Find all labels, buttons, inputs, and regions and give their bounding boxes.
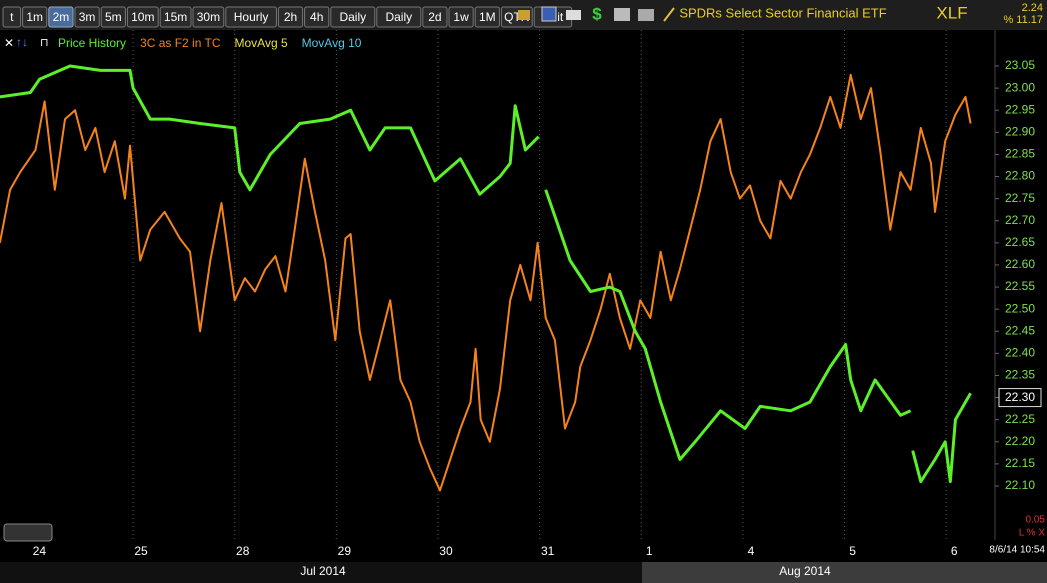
pin-icon[interactable]: ⊓ [40, 37, 49, 49]
month-label: Aug 2014 [779, 564, 831, 578]
toolbar-button[interactable] [159, 6, 192, 28]
series-line [0, 64, 972, 484]
legend: Price History 3C as F2 in TC MovAvg 5 MovAv… [58, 36, 362, 50]
toolbar-button[interactable] [376, 6, 422, 28]
timestamp: 8/6/14 10:54 [989, 545, 1045, 556]
y-tick-label: 22.70 [1005, 213, 1035, 227]
toolbar-button[interactable] [48, 6, 74, 28]
toolbar-button-label[interactable]: 15m [164, 10, 187, 24]
legend-entry[interactable]: 3C as F2 in TC [140, 36, 221, 50]
lock-icon[interactable] [518, 10, 530, 20]
month-band [0, 562, 642, 583]
x-tick-label: 5 [849, 544, 856, 558]
toolbar-button[interactable] [2, 6, 22, 28]
y-tick-label: 22.90 [1005, 124, 1035, 138]
toolbar-button[interactable] [192, 6, 225, 28]
toolbar-button-label[interactable]: 10m [131, 10, 154, 24]
y-tick-label: 23.00 [1005, 80, 1035, 94]
toolbar-button-label[interactable]: 1w [453, 10, 469, 24]
y-tick-label: 22.35 [1005, 368, 1035, 382]
move-icons[interactable]: ↑↓ [16, 35, 28, 49]
y-tick-label: 22.25 [1005, 412, 1035, 426]
x-tick-label: 25 [134, 544, 148, 558]
legend-entry[interactable]: MovAvg 10 [302, 36, 362, 50]
y-tick-label: 22.40 [1005, 346, 1035, 360]
y-tick-label: 22.85 [1005, 147, 1035, 161]
x-tick-label: 1 [646, 544, 653, 558]
y-tick-label: 22.60 [1005, 257, 1035, 271]
toolbar-button[interactable] [304, 6, 330, 28]
y-tick-label: 22.80 [1005, 169, 1035, 183]
close-icon[interactable]: ✕ [4, 36, 14, 50]
toolbar-button-label[interactable]: Daily [385, 10, 412, 24]
y-tick-label: 22.15 [1005, 456, 1035, 470]
toolbar-button[interactable] [225, 6, 277, 28]
last-price-box [998, 388, 1042, 408]
scale-modes[interactable]: L % X [1019, 528, 1046, 539]
toolbar-button-label[interactable]: 3m [79, 10, 96, 24]
toolbar-button[interactable] [100, 6, 126, 28]
keyboard-icon[interactable] [638, 9, 654, 21]
dollar-icon[interactable]: $ [592, 4, 602, 23]
x-tick-label: 28 [236, 544, 250, 558]
toolbar-button-label[interactable]: Hourly [234, 10, 269, 24]
mail-icon[interactable] [566, 10, 581, 20]
toolbar-button[interactable] [474, 6, 500, 28]
x-axis-band [0, 540, 1047, 562]
legend-entry[interactable]: Price History [58, 36, 126, 50]
x-tick-label: 30 [439, 544, 453, 558]
toolbar-button-label[interactable]: 5m [105, 10, 122, 24]
month-label: Jul 2014 [300, 564, 346, 578]
y-tick-label: 22.65 [1005, 235, 1035, 249]
toolbar-button-label[interactable]: 1m [26, 10, 43, 24]
scale-value: 0.05 [1026, 515, 1046, 526]
y-tick-label: 22.95 [1005, 102, 1035, 116]
toolbar-button-label[interactable]: 2h [284, 10, 297, 24]
print-icon[interactable] [614, 8, 630, 21]
y-tick-label: 22.55 [1005, 279, 1035, 293]
toolbar-button-label[interactable]: 4h [310, 10, 323, 24]
change: 2.24 [1022, 2, 1043, 14]
y-tick-label: 22.20 [1005, 434, 1035, 448]
toolbar-button[interactable] [422, 6, 448, 28]
toolbar-button-label[interactable]: 2d [428, 10, 441, 24]
y-tick-label: 22.45 [1005, 323, 1035, 337]
toolbar-button[interactable] [277, 6, 304, 28]
y-tick-label: 22.50 [1005, 301, 1035, 315]
toolbar-button[interactable] [74, 6, 100, 28]
toolbar-button-label[interactable]: 30m [197, 10, 220, 24]
toolbar-button[interactable] [330, 6, 376, 28]
y-tick-label: 22.75 [1005, 191, 1035, 205]
toolbar-button-label[interactable]: Daily [339, 10, 366, 24]
title: SPDRs Select Sector Financial ETF [679, 5, 886, 20]
change-pct: % 11.17 [1003, 14, 1043, 26]
x-tick-label: 31 [541, 544, 555, 558]
last-price-label: 22.30 [1005, 390, 1035, 404]
pencil-icon[interactable] [663, 7, 675, 22]
toolbar-icons: $ [518, 4, 675, 23]
toolbar-button[interactable] [22, 6, 48, 28]
toolbar-button-label[interactable]: t [10, 10, 14, 24]
y-tick-label: 23.05 [1005, 58, 1035, 72]
save-icon[interactable] [541, 6, 557, 22]
plot: 24 25 28 29 30 31 1 4 5 6 22.10 22.15 22.20 22.25 22.3… [0, 30, 1042, 558]
series-line [0, 73, 972, 492]
toolbar-button-label[interactable]: 2m [53, 10, 70, 24]
x-tick-label: 4 [748, 544, 755, 558]
toolbar-button-label[interactable]: 1M [479, 10, 496, 24]
x-tick-label: 24 [33, 544, 47, 558]
toolbar-button[interactable] [448, 6, 474, 28]
x-tick-label: 29 [338, 544, 352, 558]
toolbar-buttons: t 1m 2m 3m 5m 10m 15m 30m Hourly 2h 4h Daily Daily 2d… [2, 6, 573, 28]
x-tick-label: 6 [951, 544, 958, 558]
toolbar-button[interactable] [126, 6, 159, 28]
month-band-active [642, 562, 1047, 583]
y-tick-label: 22.10 [1005, 478, 1035, 492]
scroll-thumb[interactable] [3, 523, 53, 542]
symbol: XLF [936, 3, 967, 22]
legend-entry[interactable]: MovAvg 5 [235, 36, 288, 50]
